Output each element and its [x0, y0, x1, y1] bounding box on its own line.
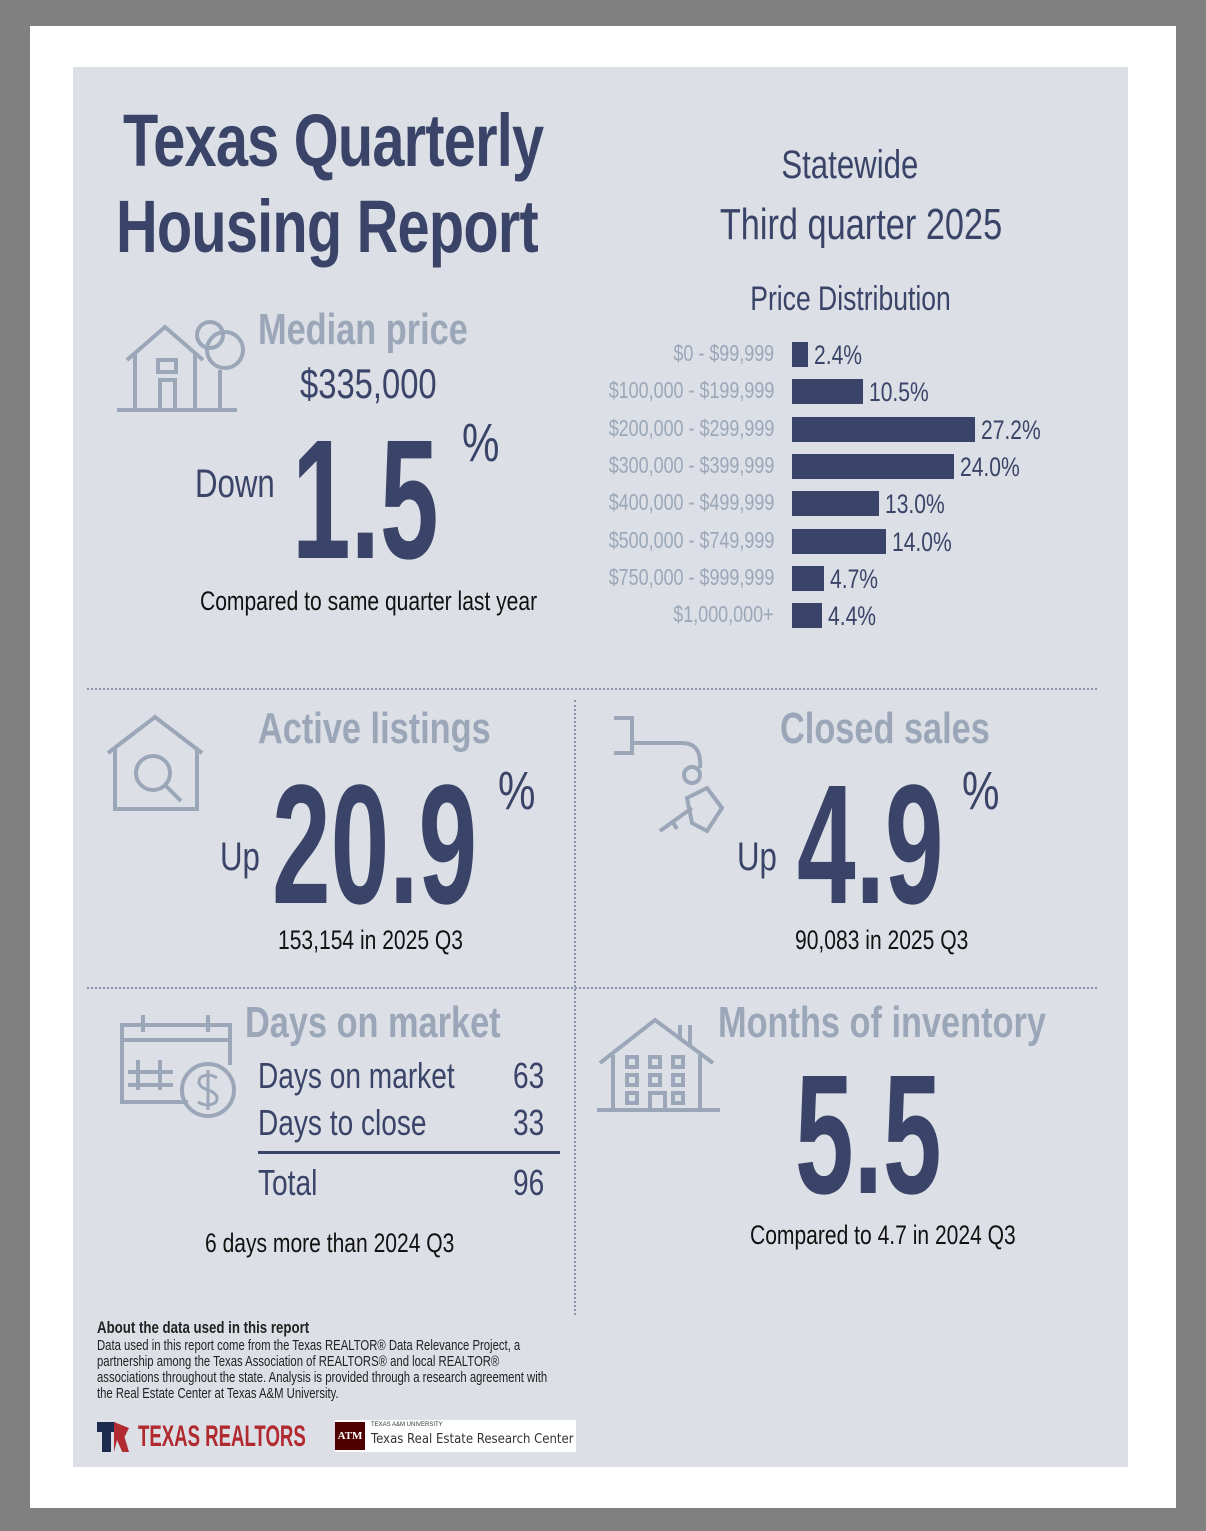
closed-heading: Closed sales — [780, 704, 990, 753]
active-unit: % — [498, 761, 536, 821]
bar — [792, 603, 822, 629]
report-panel — [73, 67, 1128, 1467]
texas-realtors-logo-mark — [97, 1422, 131, 1452]
bar — [792, 416, 976, 442]
dom-row-label: Total — [258, 1162, 318, 1203]
bar — [792, 453, 954, 479]
bar-value-label: 24.0% — [959, 451, 1020, 482]
bar-value-label: 27.2% — [981, 414, 1041, 445]
median-heading: Median price — [258, 305, 468, 354]
closed-unit: % — [962, 761, 1000, 821]
bar — [792, 379, 863, 405]
dom-row-label: Days on market — [258, 1055, 455, 1096]
closed-change: 4.9 — [797, 750, 944, 940]
moi-heading: Months of inventory — [718, 998, 1046, 1047]
moi-note: Compared to 4.7 in 2024 Q3 — [750, 1220, 1016, 1250]
texas-realtors-logo: TEXAS REALTORS — [138, 1420, 306, 1453]
bar-category-label: $400,000 - $499,999 — [608, 489, 774, 516]
chart-title: Price Distribution — [749, 280, 951, 318]
active-note: 153,154 in 2025 Q3 — [278, 925, 464, 955]
hand-key-icon — [614, 716, 725, 834]
house-tree-icon — [117, 320, 245, 412]
bar-value-label: 2.4% — [814, 340, 863, 370]
closed-note: 90,083 in 2025 Q3 — [795, 925, 969, 955]
about-body: Data used in this report come from the T… — [97, 1338, 548, 1402]
tamu-mark: ATM — [335, 1422, 365, 1450]
median-note: Compared to same quarter last year — [200, 586, 538, 616]
bar-value-label: 13.0% — [885, 489, 946, 520]
title-line-2: Housing Report — [116, 185, 539, 268]
dom-row-value: 33 — [513, 1102, 545, 1143]
dom-row-label: Days to close — [258, 1102, 427, 1143]
dom-row-value: 96 — [513, 1162, 545, 1203]
dom-note: 6 days more than 2024 Q3 — [205, 1228, 455, 1258]
active-heading: Active listings — [258, 704, 491, 753]
divider — [87, 688, 1097, 690]
tamu-logo: ATM TEXAS A&M UNIVERSITY Texas Real Esta… — [335, 1420, 576, 1452]
bar-value-label: 4.7% — [829, 563, 878, 594]
bar-value-label: 10.5% — [868, 377, 929, 408]
bar-category-label: $0 - $99,999 — [673, 340, 774, 366]
bar — [792, 342, 809, 367]
bar — [792, 528, 887, 554]
bar-category-label: $100,000 - $199,999 — [608, 377, 774, 404]
region: Statewide — [781, 143, 919, 187]
bar-category-label: $200,000 - $299,999 — [608, 414, 774, 441]
bar-category-label: $1,000,000+ — [673, 601, 774, 628]
title-line-1: Texas Quarterly — [123, 99, 544, 182]
period: Third quarter 2025 — [719, 200, 1003, 249]
apartment-building-icon — [597, 1017, 720, 1112]
divider — [87, 987, 1097, 989]
bar-category-label: $500,000 - $749,999 — [608, 526, 774, 553]
tamu-small-text: TEXAS A&M UNIVERSITY — [371, 1422, 443, 1428]
bar-category-label: $300,000 - $399,999 — [608, 451, 774, 478]
calendar-dollar-icon — [120, 1015, 236, 1118]
median-change: 1.5 — [292, 405, 439, 595]
dom-row-value: 63 — [513, 1055, 545, 1096]
median-unit: % — [462, 413, 500, 473]
about-heading: About the data used in this report — [97, 1318, 310, 1337]
bar-value-label: 4.4% — [827, 601, 876, 632]
bar — [792, 491, 880, 517]
median-price: $335,000 — [300, 360, 437, 407]
dom-heading: Days on market — [245, 998, 501, 1047]
bar — [792, 565, 824, 591]
closed-direction: Up — [737, 835, 777, 879]
moi-value: 5.5 — [795, 1040, 942, 1230]
total-rule — [258, 1151, 560, 1154]
tamu-center-name: Texas Real Estate Research Center — [371, 1432, 574, 1447]
active-change: 20.9 — [272, 750, 478, 940]
median-direction: Down — [195, 462, 275, 506]
active-direction: Up — [220, 835, 260, 879]
divider — [574, 700, 576, 1315]
bar-value-label: 14.0% — [892, 526, 952, 557]
bar-category-label: $750,000 - $999,999 — [608, 563, 774, 590]
house-search-icon — [106, 714, 204, 811]
